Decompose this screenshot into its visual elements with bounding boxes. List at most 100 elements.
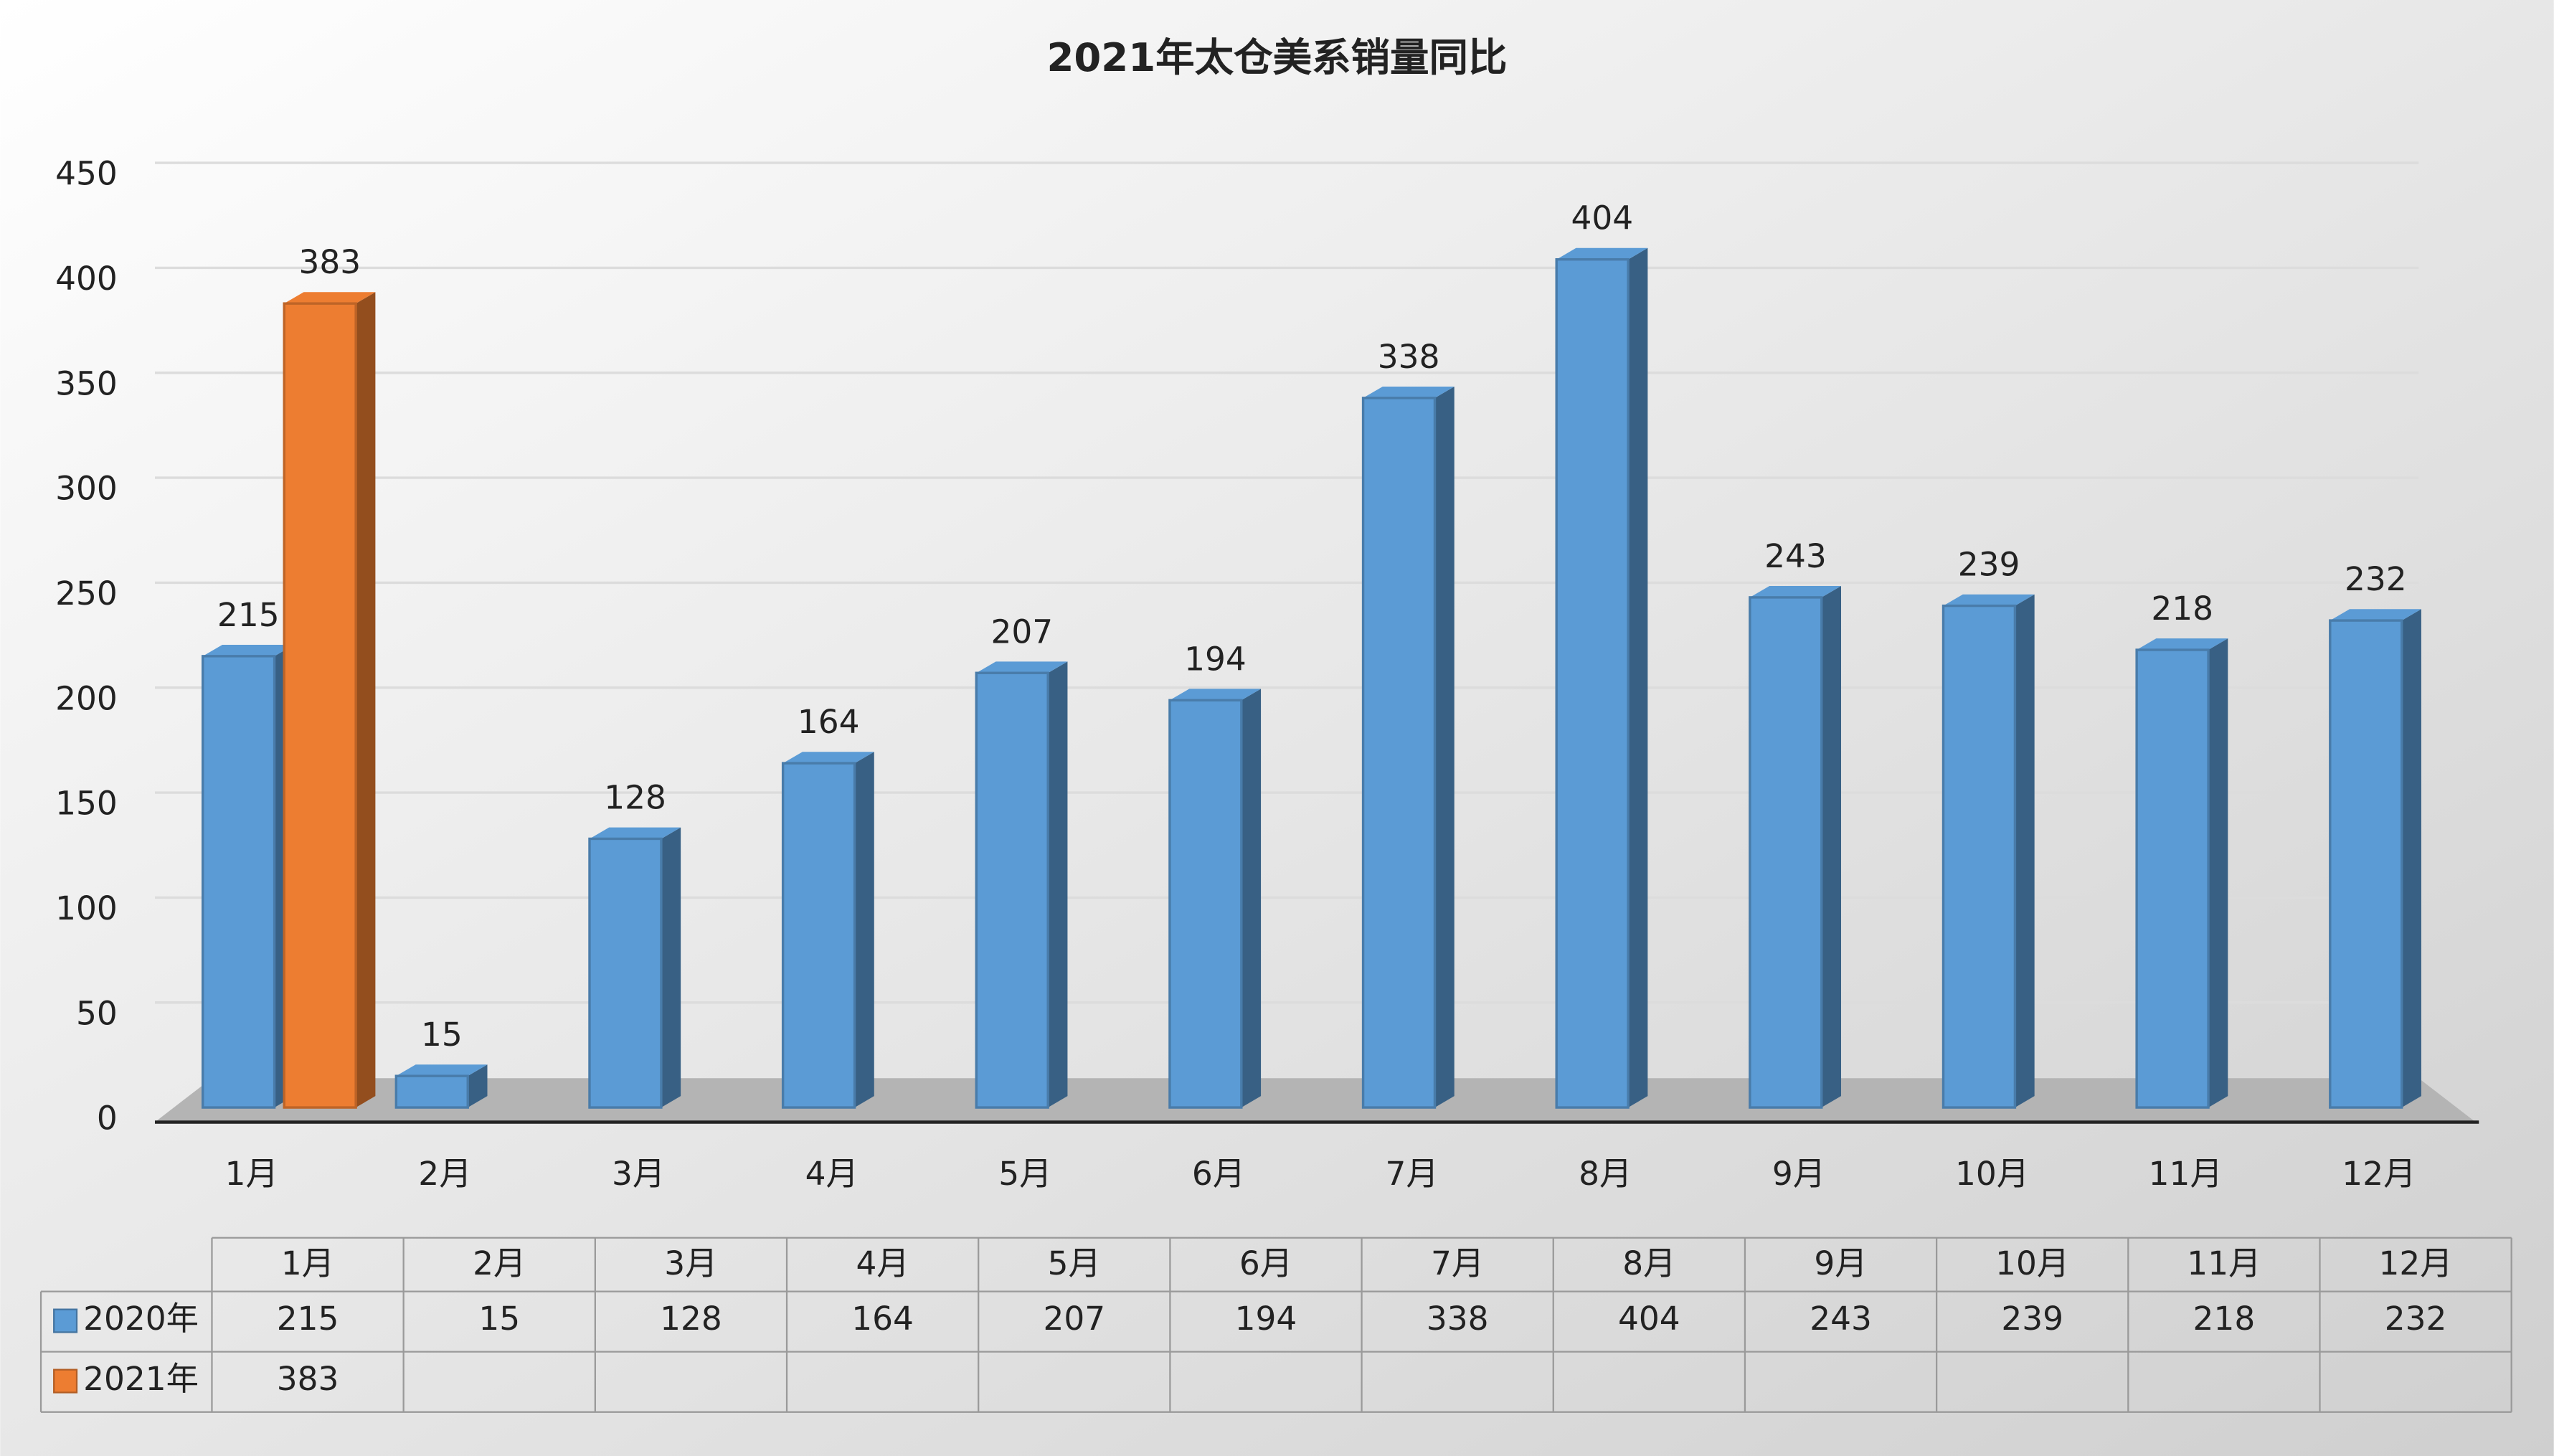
y-tick-label: 450	[55, 155, 118, 193]
data-table: 1月 2月 3月 4月 5月 6月 7月 8月 9月 10月 11月 12月 2020年 215 15 128…	[39, 1237, 2512, 1413]
bar-side	[2401, 609, 2421, 1108]
bar-side	[356, 292, 376, 1108]
bar-side	[661, 827, 681, 1108]
data-label: 338	[1378, 338, 1440, 376]
data-label: 243	[1764, 537, 1827, 575]
table-header: 7月	[1431, 1244, 1484, 1282]
data-label: 194	[1184, 640, 1247, 678]
y-tick-label: 50	[76, 994, 118, 1032]
table-cell: 194	[1235, 1300, 1297, 1338]
table-cell: 164	[851, 1300, 914, 1338]
bar-top	[284, 292, 376, 304]
y-tick-label: 200	[55, 679, 118, 717]
bar	[975, 671, 1049, 1109]
bar-top	[589, 827, 681, 839]
y-tick-label: 300	[55, 470, 118, 508]
table-header: 6月	[1239, 1244, 1292, 1282]
y-tick-label: 350	[55, 364, 118, 402]
bar-top	[782, 752, 874, 764]
table-header: 4月	[856, 1244, 909, 1282]
bar	[781, 762, 856, 1109]
y-tick-label: 100	[55, 889, 118, 927]
table-cell: 218	[2193, 1300, 2256, 1338]
bar-side	[1628, 247, 1648, 1108]
bar-top	[1169, 689, 1262, 701]
table-cell: 215	[277, 1300, 339, 1338]
table-cell: 128	[660, 1300, 722, 1338]
data-label: 239	[1958, 546, 2020, 584]
table-header: 3月	[664, 1244, 717, 1282]
y-tick-label: 400	[55, 260, 118, 298]
x-tick-label: 5月	[998, 1155, 1051, 1193]
table-header: 1月	[281, 1244, 334, 1282]
table-cell: 239	[2001, 1300, 2063, 1338]
bar-side	[1241, 689, 1262, 1108]
bar	[1361, 397, 1437, 1109]
legend-swatch	[53, 1308, 78, 1333]
table-cell: 243	[1810, 1300, 1872, 1338]
x-tick-label: 3月	[612, 1155, 665, 1193]
legend-label: 2020年	[83, 1300, 199, 1338]
table-cell: 404	[1618, 1300, 1680, 1338]
x-tick-label: 9月	[1772, 1155, 1825, 1193]
bar-side	[1821, 585, 1842, 1108]
x-tick-label: 8月	[1579, 1155, 1632, 1193]
x-tick-label: 12月	[2342, 1155, 2416, 1193]
table-header: 2月	[473, 1244, 526, 1282]
bar-side	[854, 752, 874, 1108]
table-cell: 232	[2385, 1300, 2447, 1338]
table-header: 9月	[1814, 1244, 1867, 1282]
table-header: 11月	[2187, 1244, 2261, 1282]
floor	[154, 1078, 2476, 1122]
x-tick-label: 11月	[2149, 1155, 2223, 1193]
bar	[2329, 619, 2403, 1109]
bar	[201, 655, 276, 1109]
bar	[2135, 648, 2210, 1109]
bar-top	[1556, 247, 1648, 260]
x-tick-label: 1月	[225, 1155, 278, 1193]
table-cell: 383	[277, 1360, 339, 1398]
y-tick-label: 250	[55, 575, 118, 613]
bar-side	[468, 1064, 488, 1108]
bar-top	[2330, 609, 2421, 621]
bar-side	[1048, 661, 1068, 1108]
data-label: 404	[1571, 199, 1633, 237]
y-tick-label: 150	[55, 785, 118, 823]
bar	[588, 837, 663, 1109]
bar-top	[2137, 638, 2228, 651]
bar-top	[1943, 594, 2035, 606]
bar	[283, 302, 357, 1109]
table-header: 12月	[2378, 1244, 2452, 1282]
bar-top	[976, 661, 1068, 673]
table-header: 10月	[1995, 1244, 2069, 1282]
data-label: 232	[2345, 560, 2407, 598]
data-label: 207	[991, 613, 1054, 651]
data-label: 164	[798, 703, 860, 741]
data-label: 128	[604, 778, 666, 816]
data-label: 215	[217, 596, 280, 634]
bar-top	[202, 644, 294, 656]
bar-top	[396, 1064, 488, 1077]
bar	[394, 1074, 469, 1109]
bar	[1941, 604, 2017, 1109]
table-cell: 207	[1043, 1300, 1105, 1338]
table-header: 5月	[1048, 1244, 1101, 1282]
bar	[1749, 596, 1823, 1109]
bar-top	[1363, 386, 1455, 398]
table-cell: 15	[478, 1300, 520, 1338]
legend-label: 2021年	[83, 1360, 199, 1398]
x-tick-label: 7月	[1386, 1155, 1439, 1193]
data-label: 383	[298, 243, 361, 281]
x-tick-label: 4月	[805, 1155, 859, 1193]
bar	[1168, 699, 1243, 1109]
data-label: 15	[421, 1016, 463, 1054]
x-tick-label: 6月	[1192, 1155, 1245, 1193]
table-header: 8月	[1622, 1244, 1675, 1282]
data-label: 218	[2151, 590, 2213, 628]
legend-swatch	[53, 1368, 78, 1394]
bar-side	[2208, 638, 2228, 1108]
table-cell: 338	[1427, 1300, 1489, 1338]
chart-title: 2021年太仓美系销量同比	[1046, 34, 1507, 80]
x-tick-label: 2月	[418, 1155, 471, 1193]
